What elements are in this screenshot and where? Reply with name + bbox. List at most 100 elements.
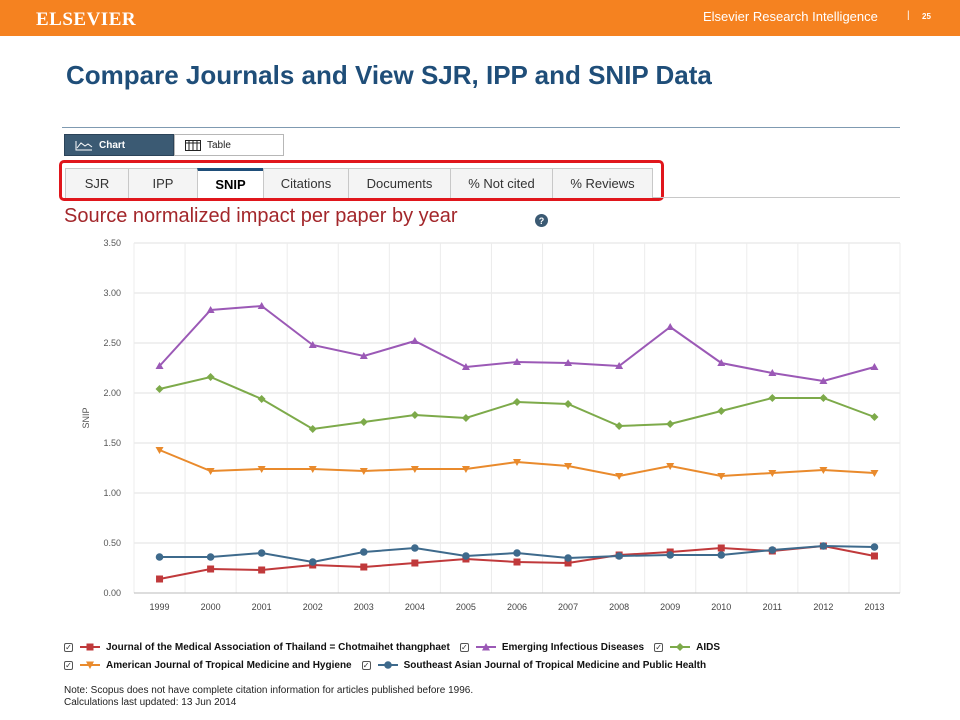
data-point[interactable] bbox=[615, 473, 624, 480]
data-point[interactable] bbox=[513, 549, 521, 557]
data-point[interactable] bbox=[206, 468, 215, 475]
data-point[interactable] bbox=[359, 352, 368, 359]
legend-item-eid[interactable]: ✓ Emerging Infectious Diseases bbox=[459, 642, 644, 653]
data-point[interactable] bbox=[564, 554, 572, 562]
data-point[interactable] bbox=[206, 306, 215, 313]
table-icon bbox=[185, 139, 201, 151]
checkbox-icon[interactable]: ✓ bbox=[64, 660, 73, 670]
data-point[interactable] bbox=[411, 559, 419, 567]
tab-not-cited[interactable]: % Not cited bbox=[450, 168, 553, 198]
data-point[interactable] bbox=[819, 394, 828, 402]
data-point[interactable] bbox=[410, 466, 419, 473]
data-point[interactable] bbox=[615, 422, 624, 430]
data-point[interactable] bbox=[207, 565, 215, 573]
x-tick-label: 2007 bbox=[558, 602, 578, 612]
data-point[interactable] bbox=[155, 447, 164, 454]
data-point[interactable] bbox=[717, 544, 725, 552]
data-point[interactable] bbox=[410, 337, 419, 344]
help-icon[interactable]: ? bbox=[535, 214, 548, 227]
data-point[interactable] bbox=[564, 400, 573, 408]
data-point[interactable] bbox=[717, 407, 726, 415]
chart-view-button[interactable]: Chart bbox=[64, 134, 174, 156]
data-point[interactable] bbox=[513, 398, 521, 406]
data-point[interactable] bbox=[666, 323, 675, 330]
title-divider bbox=[62, 127, 900, 128]
data-point[interactable] bbox=[819, 377, 828, 384]
x-tick-label: 2005 bbox=[456, 602, 476, 612]
data-point[interactable] bbox=[666, 420, 675, 428]
data-point[interactable] bbox=[360, 563, 368, 571]
data-point[interactable] bbox=[257, 395, 266, 403]
data-point[interactable] bbox=[870, 413, 879, 421]
data-point[interactable] bbox=[615, 362, 624, 369]
data-point[interactable] bbox=[360, 548, 368, 556]
header-separator: | bbox=[907, 10, 910, 21]
x-tick-label: 2008 bbox=[609, 602, 629, 612]
legend-item-jmat[interactable]: ✓ Journal of the Medical Association of … bbox=[64, 642, 450, 653]
data-point[interactable] bbox=[717, 551, 726, 559]
data-point[interactable] bbox=[308, 341, 317, 348]
data-point[interactable] bbox=[206, 373, 215, 381]
data-point[interactable] bbox=[461, 466, 470, 473]
data-point[interactable] bbox=[819, 467, 828, 474]
data-point[interactable] bbox=[513, 358, 521, 365]
checkbox-icon[interactable]: ✓ bbox=[361, 660, 371, 670]
data-point[interactable] bbox=[411, 544, 419, 552]
data-point[interactable] bbox=[666, 551, 674, 559]
data-point[interactable] bbox=[462, 552, 470, 560]
x-tick-label: 2006 bbox=[507, 602, 527, 612]
data-point[interactable] bbox=[359, 418, 368, 426]
data-point[interactable] bbox=[258, 566, 266, 574]
triangle-marker-icon bbox=[475, 643, 496, 651]
data-point[interactable] bbox=[717, 473, 726, 480]
data-point[interactable] bbox=[768, 394, 777, 402]
data-point[interactable] bbox=[359, 468, 368, 475]
tab-snip[interactable]: SNIP bbox=[197, 168, 264, 198]
data-point[interactable] bbox=[768, 470, 777, 477]
legend-item-seajtm[interactable]: ✓ Southeast Asian Journal of Tropical Me… bbox=[361, 660, 706, 671]
data-point[interactable] bbox=[257, 302, 266, 309]
footnote-line-2: Calculations last updated: 13 Jun 2014 bbox=[64, 697, 237, 708]
data-point[interactable] bbox=[870, 363, 879, 370]
data-point[interactable] bbox=[156, 575, 164, 583]
data-point[interactable] bbox=[257, 549, 266, 557]
legend-item-ajtmh[interactable]: ✓ American Journal of Tropical Medicine … bbox=[64, 660, 352, 671]
data-point[interactable] bbox=[461, 363, 470, 370]
data-point[interactable] bbox=[155, 553, 164, 561]
x-tick-label: 2001 bbox=[252, 602, 272, 612]
data-point[interactable] bbox=[308, 558, 317, 566]
y-tick-label: 2.50 bbox=[103, 338, 121, 348]
checkbox-icon[interactable]: ✓ bbox=[459, 642, 469, 652]
data-point[interactable] bbox=[768, 369, 777, 376]
data-point[interactable] bbox=[410, 411, 419, 419]
y-tick-label: 0.00 bbox=[103, 588, 121, 598]
data-point[interactable] bbox=[155, 362, 164, 369]
data-point[interactable] bbox=[666, 463, 675, 470]
data-point[interactable] bbox=[870, 552, 878, 560]
tab-reviews[interactable]: % Reviews bbox=[552, 168, 653, 198]
data-point[interactable] bbox=[615, 552, 623, 560]
data-point[interactable] bbox=[564, 463, 573, 470]
legend-row-1: ✓ Journal of the Medical Association of … bbox=[64, 638, 924, 656]
data-point[interactable] bbox=[564, 359, 573, 366]
data-point[interactable] bbox=[513, 558, 521, 566]
data-point[interactable] bbox=[308, 425, 317, 433]
data-point[interactable] bbox=[564, 559, 572, 567]
table-view-button[interactable]: Table bbox=[174, 134, 284, 156]
data-point[interactable] bbox=[717, 359, 726, 366]
data-point[interactable] bbox=[257, 466, 266, 473]
data-point[interactable] bbox=[870, 470, 879, 477]
data-point[interactable] bbox=[819, 542, 828, 550]
data-point[interactable] bbox=[308, 466, 317, 473]
data-point[interactable] bbox=[870, 543, 879, 551]
checkbox-icon[interactable]: ✓ bbox=[654, 642, 664, 652]
elsevier-logo: ELSEVIER bbox=[36, 9, 137, 30]
data-point[interactable] bbox=[155, 385, 164, 393]
data-point[interactable] bbox=[513, 459, 521, 466]
tab-sjr[interactable]: SJR bbox=[65, 168, 129, 198]
data-point[interactable] bbox=[206, 553, 215, 561]
data-point[interactable] bbox=[768, 546, 777, 554]
checkbox-icon[interactable]: ✓ bbox=[64, 642, 73, 652]
legend-item-aids[interactable]: ✓ AIDS bbox=[654, 642, 720, 653]
data-point[interactable] bbox=[461, 414, 470, 422]
